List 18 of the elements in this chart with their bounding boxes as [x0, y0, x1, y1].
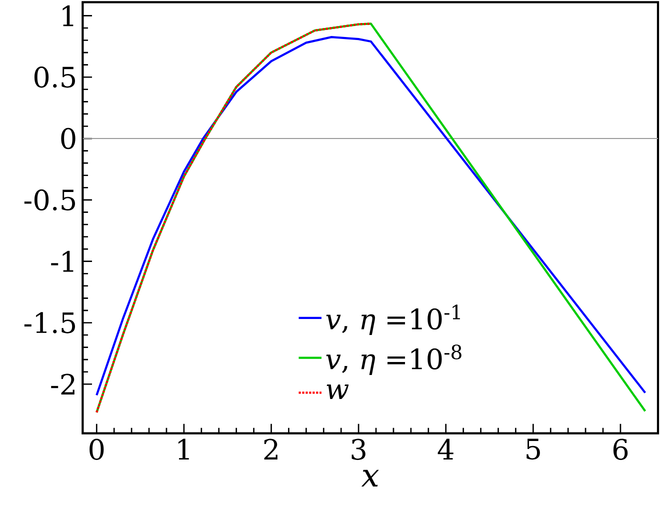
legend-label: v, η =10$^{-1}$	[326, 304, 460, 336]
y-tick-label: 0	[61, 128, 76, 150]
x-tick-label: 2	[264, 438, 278, 460]
y-tick-label: 0.5	[34, 66, 75, 88]
x-tick-label: 0	[90, 438, 104, 460]
legend-label: v, η =10$^{-8}$	[326, 344, 462, 375]
y-tick-label: -2	[51, 374, 74, 395]
y-tick-label: 1	[62, 5, 74, 26]
legend-label: w	[326, 384, 349, 399]
y-tick-label: -1	[51, 250, 74, 272]
x-tick-label: 6	[613, 438, 628, 460]
x-tick-label: 4	[438, 438, 454, 460]
x-tick-label: 5	[526, 438, 540, 460]
x-axis-title: x	[361, 470, 379, 487]
y-tick-label: -1.5	[24, 312, 76, 334]
y-tick-label: -0.5	[24, 189, 76, 211]
x-tick-label: 3	[352, 438, 366, 460]
x-tick-label: 1	[178, 438, 189, 460]
